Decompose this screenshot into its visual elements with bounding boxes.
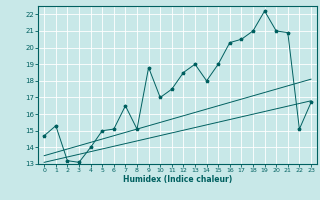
X-axis label: Humidex (Indice chaleur): Humidex (Indice chaleur) bbox=[123, 175, 232, 184]
